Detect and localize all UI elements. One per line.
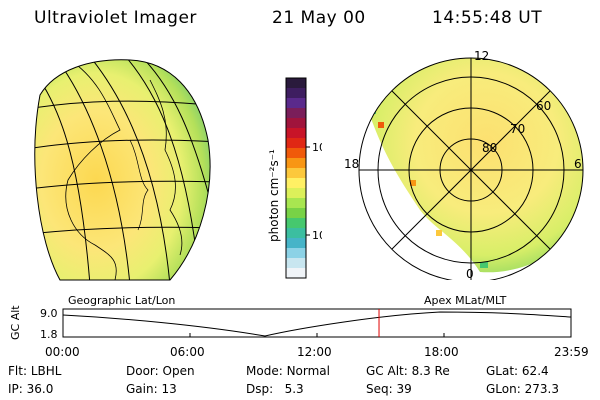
status-glon: GLon: 273.3 <box>486 382 559 396</box>
mlt-label-12: 12 <box>474 49 489 63</box>
colorbar-segment <box>286 118 306 129</box>
y-tick-max: 9.0 <box>40 307 58 320</box>
colorbar-unit: photon cm⁻²s⁻¹ <box>267 149 281 242</box>
colorbar-segment <box>286 158 306 169</box>
colorbar-segment <box>286 218 306 229</box>
colorbar-segment <box>286 88 306 99</box>
colorbar: 100 10 photon cm⁻²s⁻¹ <box>267 77 322 279</box>
colorbar-segment <box>286 98 306 109</box>
colorbar-segment <box>286 78 306 89</box>
status-mode: Mode: Normal <box>246 364 330 378</box>
mlt-label-0: 0 <box>466 267 474 280</box>
apex-label: Apex MLat/MLT <box>424 294 507 307</box>
date-label: 21 May 00 <box>272 8 366 28</box>
x-tick-1: 06:00 <box>170 345 205 359</box>
status-glat: GLat: 62.4 <box>486 364 549 378</box>
time-label: 14:55:48 UT <box>432 8 543 28</box>
x-tick-4: 23:59 <box>554 345 589 359</box>
instrument-title: Ultraviolet Imager <box>34 8 197 28</box>
mlt-label-6: 6 <box>574 157 582 171</box>
timeline-axis-label: GC Alt <box>9 305 22 340</box>
colorbar-segment <box>286 258 306 269</box>
colorbar-segment <box>286 228 306 239</box>
colorbar-segment <box>286 268 306 279</box>
lat-label-80: 80 <box>482 141 497 155</box>
colorbar-tick-10: 10 <box>312 229 322 242</box>
mlt-label-18: 18 <box>344 157 359 171</box>
colorbar-segment <box>286 148 306 159</box>
colorbar-segment <box>286 178 306 189</box>
colorbar-segment <box>286 238 306 249</box>
x-tick-2: 12:00 <box>297 345 332 359</box>
y-tick-min: 1.8 <box>40 328 58 341</box>
status-seq: Seq: 39 <box>366 382 412 396</box>
lat-label-60: 60 <box>536 99 551 113</box>
colorbar-segment <box>286 188 306 199</box>
colorbar-segment <box>286 198 306 209</box>
status-dsp: Dsp: 5.3 <box>246 382 304 396</box>
status-flt: Flt: LBHL <box>8 364 62 378</box>
colorbar-segment <box>286 248 306 259</box>
altitude-timeline: 9.0 1.8 GC Alt 00:00 06:00 12:00 18:00 2… <box>9 305 589 359</box>
status-gain: Gain: 13 <box>126 382 177 396</box>
lat-label-70: 70 <box>510 122 525 136</box>
colorbar-segment <box>286 168 306 179</box>
geographic-image <box>34 59 211 281</box>
status-door: Door: Open <box>126 364 195 378</box>
colorbar-segment <box>286 128 306 139</box>
x-tick-0: 00:00 <box>45 345 80 359</box>
colorbar-segment <box>286 108 306 119</box>
colorbar-segment <box>286 208 306 219</box>
polar-plot: 12 18 6 0 60 70 80 <box>344 49 584 280</box>
colorbar-segment <box>286 138 306 149</box>
status-gcalt: GC Alt: 8.3 Re <box>366 364 450 378</box>
geographic-label: Geographic Lat/Lon <box>68 294 176 307</box>
x-tick-3: 18:00 <box>424 345 459 359</box>
colorbar-tick-100: 100 <box>312 141 322 154</box>
status-ip: IP: 36.0 <box>8 382 54 396</box>
